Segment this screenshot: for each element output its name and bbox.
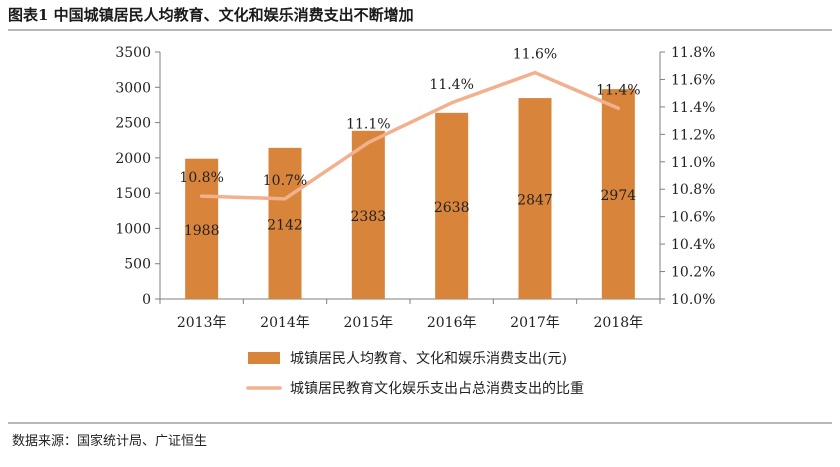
bar-value-label: 2383: [351, 209, 387, 225]
y-right-tick-label: 11.0%: [671, 155, 715, 171]
x-tick-label: 2017年: [510, 315, 560, 331]
y-right-tick-label: 11.2%: [671, 127, 715, 143]
bar-value-label: 2638: [434, 200, 470, 216]
line-value-label: 11.1%: [346, 117, 390, 133]
bar-value-label: 1988: [184, 223, 220, 239]
y-left-tick-label: 0: [142, 292, 151, 308]
x-tick-label: 2015年: [344, 315, 394, 331]
bar: [185, 158, 219, 299]
bar-value-label: 2142: [267, 217, 303, 233]
legend-label-line: 城镇居民教育文化娱乐支出占总消费支出的比重: [290, 381, 584, 397]
y-left-tick-label: 2000: [115, 151, 151, 167]
y-left-tick-label: 2500: [115, 116, 151, 132]
bar: [518, 98, 552, 299]
x-tick-label: 2014年: [260, 315, 310, 331]
y-right-tick-label: 10.2%: [671, 265, 715, 281]
share-line: [199, 70, 621, 201]
line-value-label: 11.4%: [429, 77, 473, 93]
y-left-tick-label: 1500: [115, 186, 151, 202]
bar: [268, 147, 302, 299]
source-divider: [8, 422, 832, 424]
y-left-tick-label: 1000: [115, 221, 151, 237]
legend-label-bar: 城镇居民人均教育、文化和娱乐消费支出(元): [290, 351, 567, 367]
line-value-label: 11.6%: [513, 47, 557, 63]
y-right-tick-label: 11.4%: [671, 100, 715, 116]
y-left-tick-label: 3000: [115, 80, 151, 96]
bar: [435, 112, 469, 299]
x-tick-label: 2016年: [427, 315, 477, 331]
line-value-label: 10.7%: [263, 173, 307, 189]
y-left-tick-label: 3500: [115, 45, 151, 61]
y-left-tick-label: 500: [124, 257, 151, 273]
y-right-tick-label: 10.6%: [671, 210, 715, 226]
bar-value-label: 2847: [517, 193, 553, 209]
bar-value-label: 2974: [601, 188, 637, 204]
legend-swatch-bar: [248, 352, 280, 364]
title-divider: [8, 29, 832, 31]
line-value-label: 10.8%: [179, 170, 223, 186]
bar: [351, 130, 385, 299]
line-value-label: 11.4%: [596, 82, 640, 98]
y-right-tick-label: 10.0%: [671, 292, 715, 308]
y-right-tick-label: 11.6%: [671, 72, 715, 88]
y-right-tick-label: 10.4%: [671, 237, 715, 253]
x-tick-label: 2018年: [594, 315, 644, 331]
data-source: 数据来源：国家统计局、广证恒生: [12, 434, 208, 449]
x-tick-label: 2013年: [177, 315, 227, 331]
chart-title: 图表1 中国城镇居民人均教育、文化和娱乐消费支出不断增加: [8, 6, 414, 24]
y-right-tick-label: 11.8%: [671, 45, 715, 61]
y-right-tick-label: 10.8%: [671, 182, 715, 198]
bar: [601, 89, 635, 299]
